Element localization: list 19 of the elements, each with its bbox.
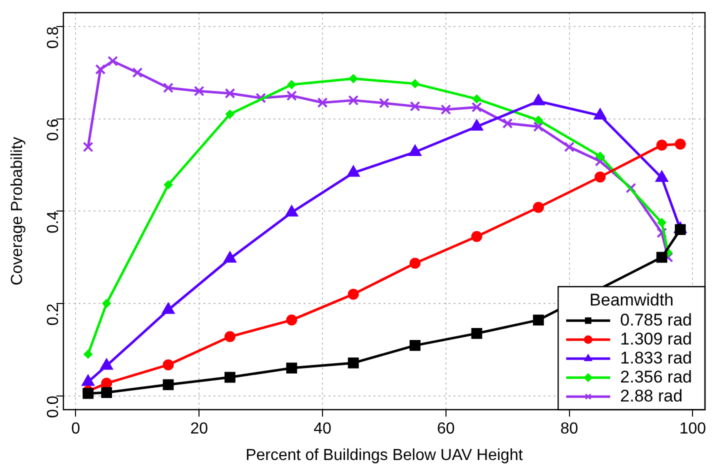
x-tick-label: 80 <box>560 420 578 438</box>
legend-label: 0.785 rad <box>620 310 692 330</box>
x-tick-label: 60 <box>436 420 455 438</box>
x-tick-label: 40 <box>314 420 332 438</box>
legend-label: 2.356 rad <box>620 367 692 386</box>
y-tick-label: 0.6 <box>44 118 62 142</box>
x-tick-label: 20 <box>190 420 208 438</box>
y-tick-label: 0.2 <box>44 303 62 326</box>
x-axis-title: Percent of Buildings Below UAV Height <box>246 446 524 464</box>
legend-label: 2.88 rad <box>620 386 683 406</box>
y-tick-label: 0.4 <box>44 211 62 234</box>
y-tick-label: 0.0 <box>44 396 62 418</box>
legend-label: 1.309 rad <box>620 329 692 348</box>
x-tick-label: 100 <box>679 420 706 438</box>
legend-title: Beamwidth <box>590 290 674 310</box>
y-tick-label: 0.8 <box>44 26 62 49</box>
y-axis-title: Coverage Probability <box>9 136 26 286</box>
x-tick-label: 0 <box>71 420 80 438</box>
legend-label: 1.833 rad <box>620 348 692 368</box>
